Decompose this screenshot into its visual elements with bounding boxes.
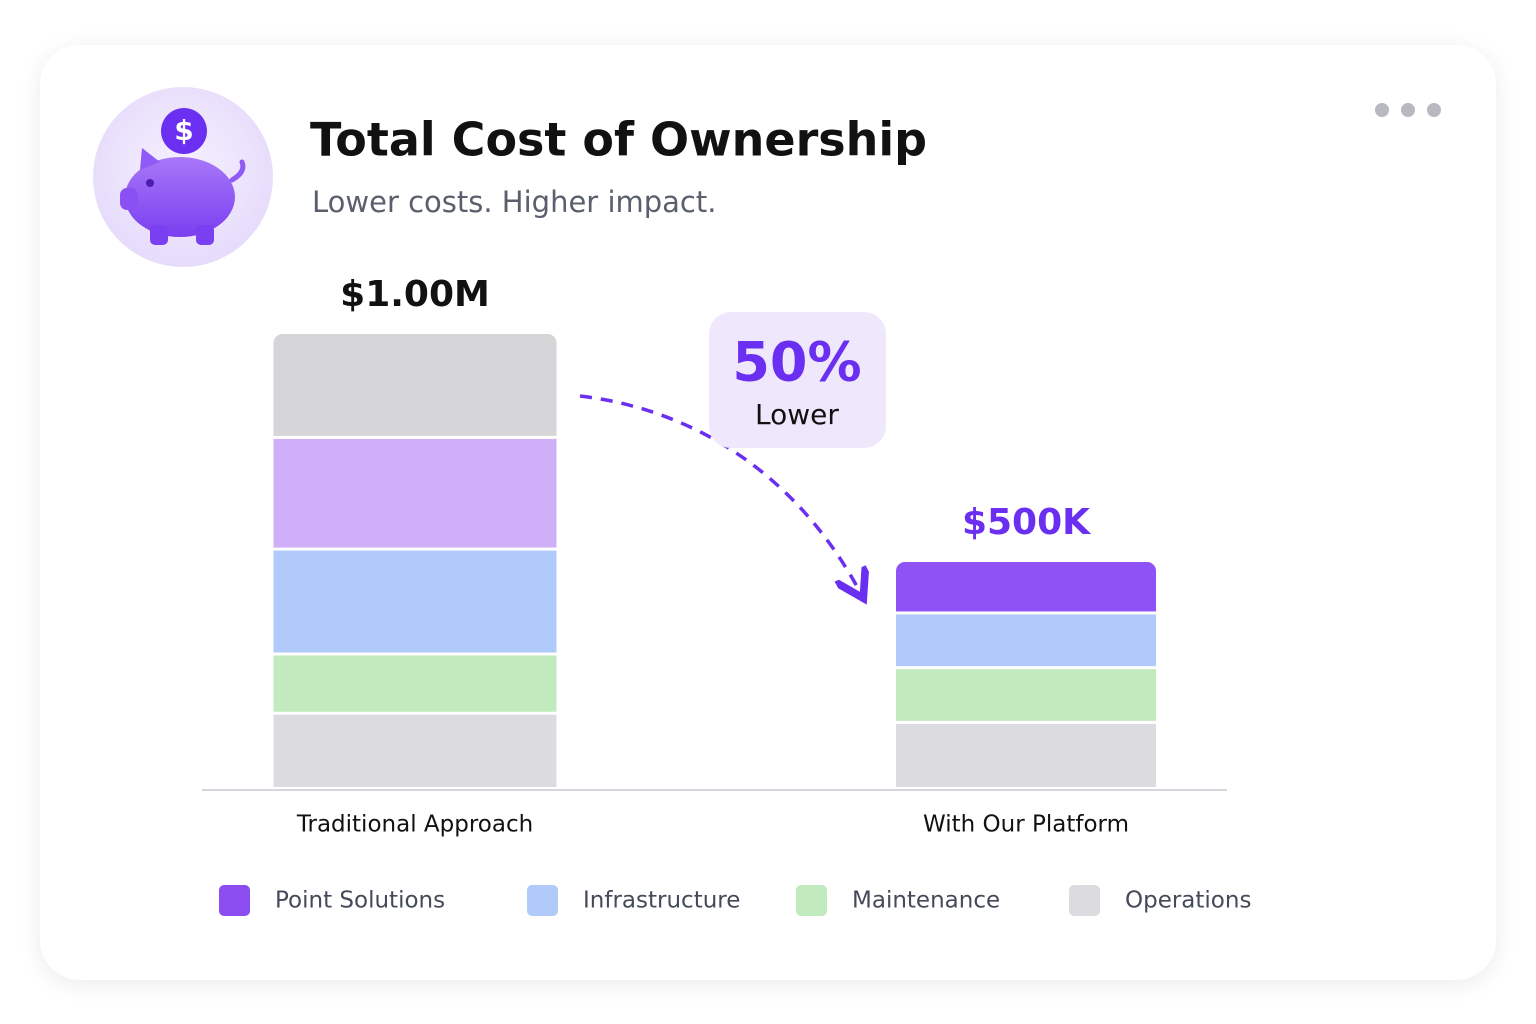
pig-leg [150,225,168,245]
bar-stack [273,334,557,787]
legend-label: Point Solutions [275,888,445,914]
pig-body [125,157,235,237]
subtitle: Lower costs. Higher impact. [312,185,716,219]
pig-leg [196,225,214,245]
legend-item: Operations [1069,885,1251,916]
arrow [579,394,860,592]
menu-dot [1375,103,1389,117]
title: Total Cost of Ownership [310,113,927,167]
pig-eye [146,179,154,187]
category-label: With Our Platform [923,812,1129,838]
legend-swatch [796,885,827,916]
legend-item: Maintenance [796,885,1000,916]
bar-segment [896,614,1156,667]
pig-ear [140,148,160,170]
category-label: Traditional Approach [296,812,533,838]
legend-swatch [219,885,250,916]
legend-label: Infrastructure [583,888,740,914]
bar-segment [896,723,1156,787]
coin-symbol: $ [174,114,193,147]
callout-text: Lower [755,398,839,431]
bar-segment [273,550,557,653]
legend-label: Operations [1125,888,1251,914]
total-label: $500K [962,502,1091,543]
pig-snout [120,188,138,210]
total-label: $1.00M [340,274,490,315]
legend-swatch [1069,885,1100,916]
legend-item: Point Solutions [219,885,445,916]
menu-dot [1401,103,1415,117]
pig-tail [229,159,246,183]
bar-segment [273,655,557,712]
callout [709,312,886,448]
menu[interactable] [1375,103,1441,117]
bar-segment [896,562,1156,612]
menu-dot [1427,103,1441,117]
bar-segment [273,334,557,436]
callout-value: 50% [732,331,861,394]
legend-swatch [527,885,558,916]
icon: $ [93,87,273,267]
coin [161,108,207,154]
bar-segment [273,438,557,548]
bar-stack [896,562,1156,787]
legend-label: Maintenance [852,888,1000,914]
legend-item: Infrastructure [527,885,740,916]
bar-segment [273,714,557,787]
bar-segment [896,669,1156,721]
